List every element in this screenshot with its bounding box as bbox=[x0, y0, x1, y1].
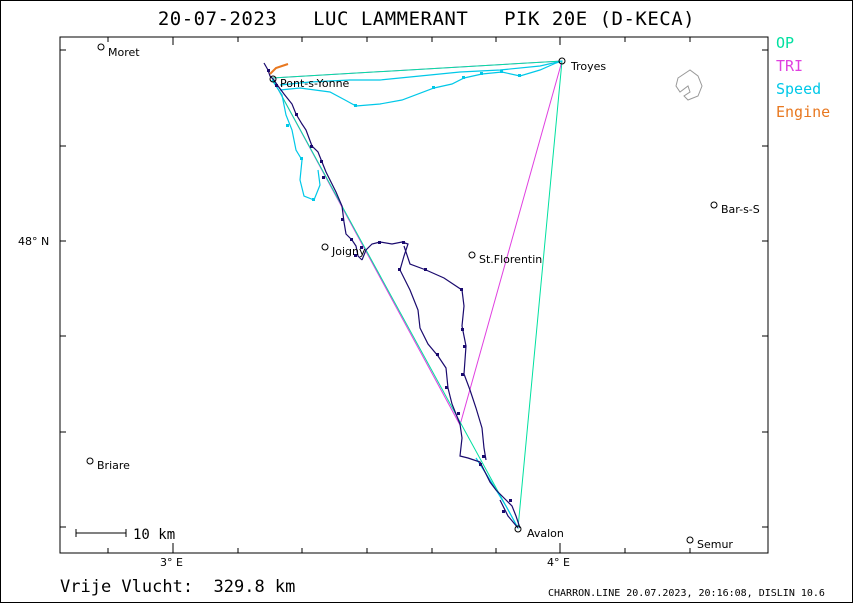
city-avalon: Avalon bbox=[527, 527, 564, 540]
x-tick-3e: 3° E bbox=[160, 556, 183, 569]
legend-speed: Speed bbox=[776, 80, 822, 98]
tri-triangle bbox=[271, 60, 563, 427]
city-st-florentin: St.Florentin bbox=[479, 253, 542, 266]
x-tick-4e: 4° E bbox=[547, 556, 570, 569]
y-tick-48n: 48° N bbox=[18, 235, 49, 248]
scale-bar bbox=[75, 529, 127, 537]
city-troyes: Troyes bbox=[570, 60, 606, 73]
legend-op: OP bbox=[776, 34, 795, 52]
city-briare: Briare bbox=[97, 459, 130, 472]
speed-markers bbox=[286, 70, 521, 201]
scale-bar-label: 10 km bbox=[133, 527, 175, 543]
axis-ticks bbox=[60, 37, 768, 553]
city-pont-s-yonne: Pont-s-Yonne bbox=[280, 77, 350, 90]
page-title: 20-07-2023 LUC LAMMERANT PIK 20E (D-KECA… bbox=[157, 8, 696, 30]
city-semur: Semur bbox=[697, 538, 733, 551]
legend-tri: TRI bbox=[776, 57, 804, 75]
speed-track bbox=[271, 60, 563, 529]
map-frame bbox=[59, 36, 769, 554]
city-markers bbox=[86, 43, 718, 544]
city-bar-s-s: Bar-s-S bbox=[721, 203, 760, 216]
lake-outline bbox=[675, 69, 703, 101]
city-moret: Moret bbox=[108, 46, 140, 59]
footer-credits: CHARRON.LINE 20.07.2023, 20:16:08, DISLI… bbox=[548, 588, 825, 599]
legend-engine: Engine bbox=[776, 103, 831, 121]
free-flight-distance: Vrije Vlucht: 329.8 km bbox=[60, 577, 296, 597]
op-line bbox=[271, 60, 563, 530]
engine-segment bbox=[269, 63, 289, 75]
city-joigny: Joigny bbox=[331, 245, 366, 258]
track-markers bbox=[267, 69, 512, 513]
